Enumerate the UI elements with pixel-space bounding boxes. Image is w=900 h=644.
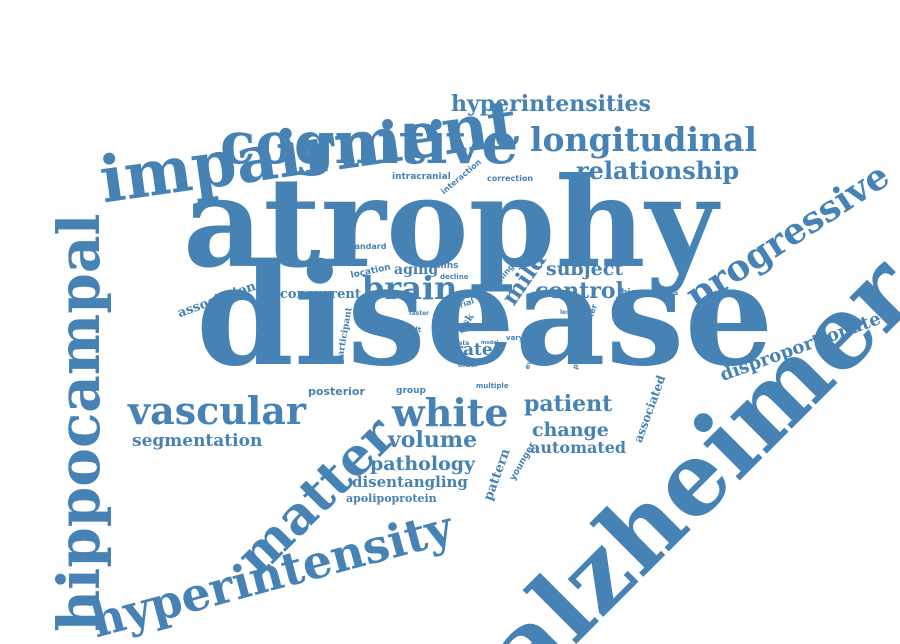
- word-cognitive: cognitive: [220, 109, 519, 177]
- word-standard: standard: [346, 242, 387, 251]
- word-aging: aging: [394, 262, 439, 278]
- word-disease: disease: [196, 234, 774, 398]
- word-lacunes: lacunes: [378, 320, 404, 327]
- word-volume: volume: [388, 427, 478, 453]
- word-hyperintensities: hyperintensities: [451, 91, 651, 117]
- word-pathology: pathology: [370, 453, 476, 475]
- word-posterior: posterior: [308, 385, 365, 398]
- word-concurrent: concurrent: [280, 287, 361, 302]
- word-patient: patient: [524, 391, 613, 417]
- word-intracranial: intracranial: [392, 172, 451, 182]
- word-hippocampal: hippocampal: [45, 213, 113, 632]
- word-correction: correction: [487, 174, 534, 183]
- word-white: white: [392, 390, 509, 435]
- word-pattern: pattern: [481, 446, 514, 503]
- word-relationship: relationship: [576, 156, 740, 185]
- word-biomarkers: biomarkers: [621, 288, 679, 298]
- word-faster: faster: [409, 310, 430, 317]
- word-total: total: [452, 327, 468, 334]
- word-change: change: [532, 419, 609, 441]
- word-older: older: [458, 361, 479, 369]
- word-apolipoprotein: apolipoprotein: [346, 492, 437, 505]
- word-segmentation: segmentation: [132, 431, 263, 451]
- word-decline: decline: [440, 273, 469, 281]
- word-late: late: [466, 290, 488, 301]
- word-longitudinal: longitudinal: [530, 120, 757, 159]
- word-disentangling: disentangling: [352, 473, 468, 491]
- word-lesion: lesion: [560, 309, 581, 316]
- word-atrophy: atrophy: [183, 151, 718, 296]
- word-control: control: [535, 278, 624, 304]
- word-subject: subject: [546, 258, 624, 280]
- word-rate: rate: [454, 340, 493, 360]
- word-group: group: [396, 386, 426, 396]
- word-automated: automated: [530, 438, 627, 457]
- word-data: data: [454, 340, 470, 347]
- word-wmhs: wmhs: [429, 261, 459, 271]
- word-model: model: [481, 340, 499, 346]
- word-vascular: vascular: [128, 388, 306, 433]
- word-vary: vary: [506, 334, 524, 342]
- word-multiple: multiple: [476, 382, 509, 390]
- word-brain: brain: [362, 269, 458, 307]
- word-result: result: [398, 326, 422, 334]
